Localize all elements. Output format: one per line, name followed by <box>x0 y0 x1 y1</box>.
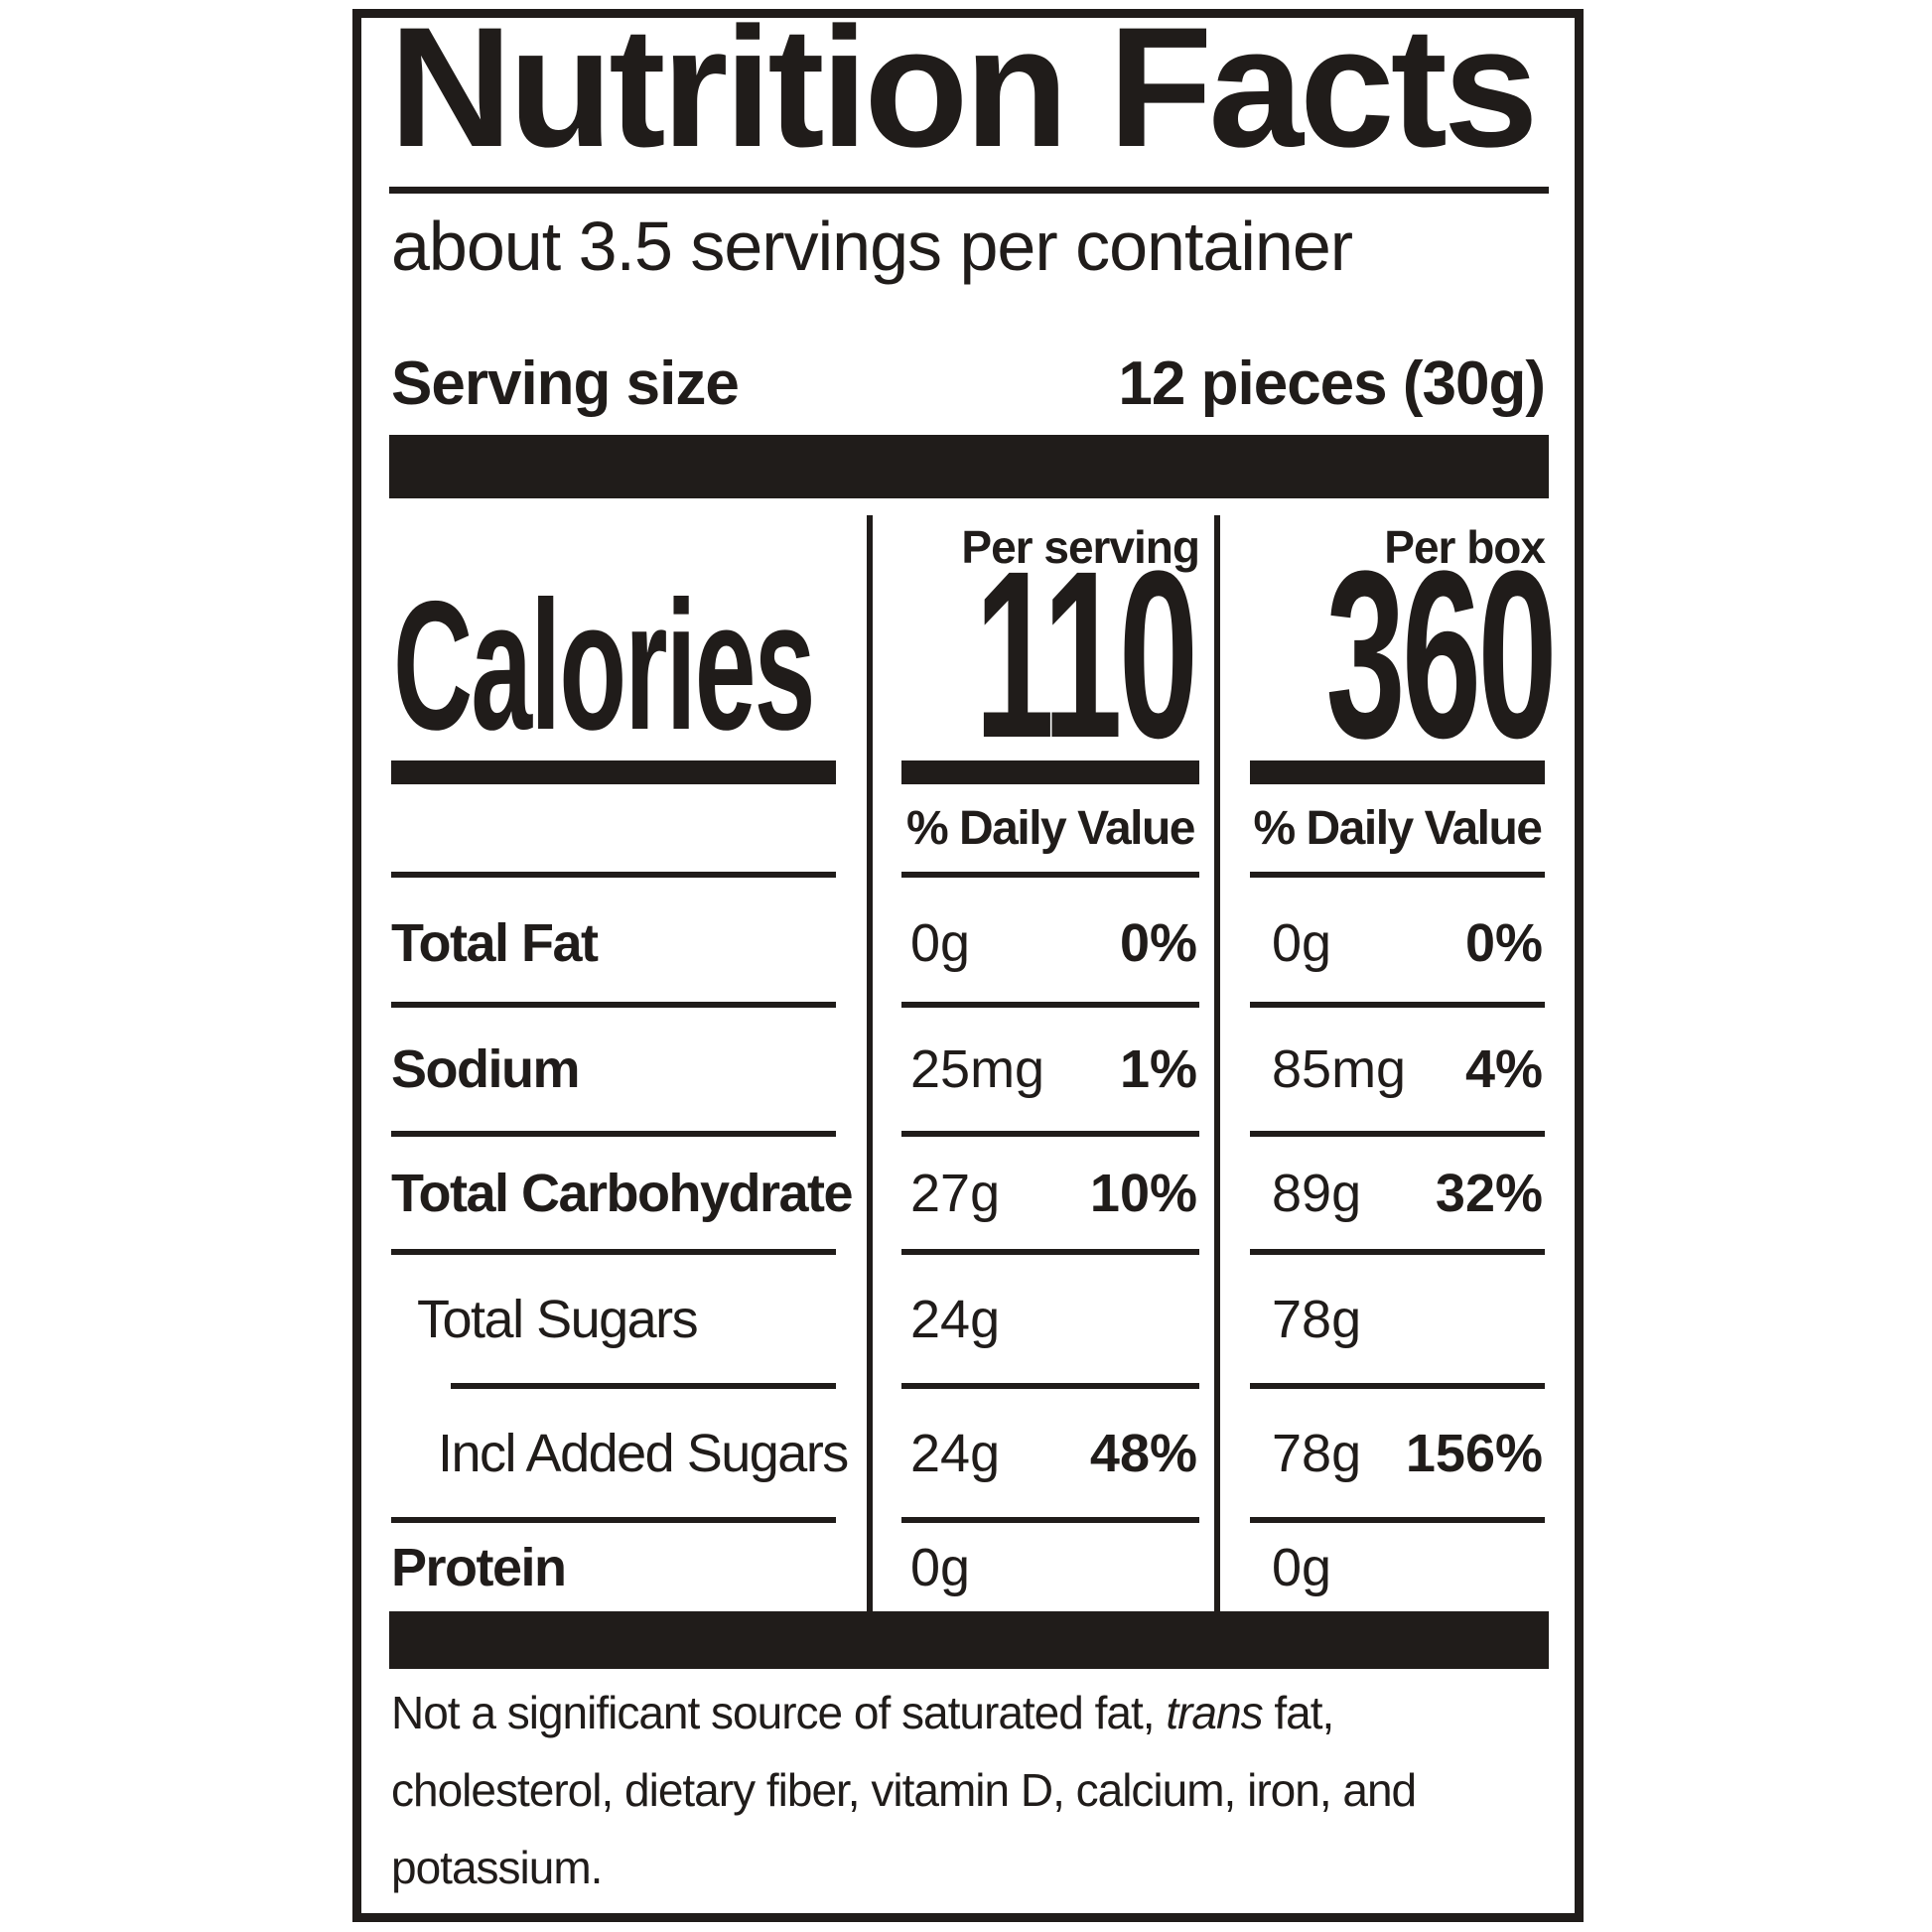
header-separator-bar <box>389 435 1549 498</box>
nutrient-name: Sodium <box>391 1039 581 1099</box>
nutrient-name: Incl Added Sugars <box>438 1423 849 1483</box>
separator-line <box>1250 1002 1545 1008</box>
footnote: Not a significant source of saturated fa… <box>391 1674 1553 1906</box>
per-serving-amount: 24g <box>910 1289 1001 1349</box>
separator-line <box>901 1383 1199 1389</box>
calories-per-box: 360 <box>1250 535 1557 773</box>
per-serving-dv: 1% <box>1119 1039 1197 1099</box>
per-box-header: Per box <box>1384 521 1546 573</box>
separator-line <box>901 1517 1199 1523</box>
separator-line <box>901 1249 1199 1255</box>
separator-line <box>391 1517 836 1523</box>
daily-value-header-serving: % Daily Value <box>906 802 1196 855</box>
nutrient-name: Protein <box>391 1537 567 1597</box>
nutrient-row-sodium: Sodium 25mg 1% 85mg 4% <box>361 1008 1575 1131</box>
nutrient-row-total-sugars: Total Sugars 24g 78g <box>361 1255 1575 1383</box>
calories-per-box-value: 360 <box>1325 521 1557 787</box>
daily-value-header-box: % Daily Value <box>1253 802 1544 855</box>
separator-line <box>901 1131 1199 1137</box>
footnote-line-2: cholesterol, dietary fiber, vitamin D, c… <box>391 1764 1417 1816</box>
calories-underline-right <box>1250 760 1545 784</box>
per-box-amount: 78g <box>1272 1423 1362 1483</box>
per-serving-amount: 27g <box>910 1163 1001 1223</box>
separator-line <box>1250 1383 1545 1389</box>
per-serving-dv: 48% <box>1089 1423 1197 1483</box>
separator-line-indented <box>451 1383 836 1389</box>
separator-line <box>391 1131 836 1137</box>
footnote-text: fat, <box>1262 1687 1334 1738</box>
footnote-line-3: potassium. <box>391 1842 603 1893</box>
separator-line <box>1250 1249 1545 1255</box>
nutrient-row-total-fat: Total Fat 0g 0% 0g 0% <box>361 884 1575 1002</box>
calories-label: Calories <box>393 564 815 768</box>
per-serving-amount: 0g <box>910 1537 971 1597</box>
nutrient-row-protein: Protein 0g 0g <box>361 1523 1575 1611</box>
per-box-amount: 89g <box>1272 1163 1362 1223</box>
column-divider-2 <box>1214 515 1220 1611</box>
per-box-dv: 156% <box>1405 1423 1543 1483</box>
calories-per-serving: 110 <box>901 521 1199 787</box>
per-serving-amount: 25mg <box>910 1039 1045 1099</box>
column-divider-1 <box>867 515 873 1611</box>
separator-line <box>391 1002 836 1008</box>
per-box-amount: 85mg <box>1272 1039 1407 1099</box>
per-serving-amount: 24g <box>910 1423 1001 1483</box>
label-title: Nutrition Facts <box>389 0 1539 183</box>
separator-line <box>901 1002 1199 1008</box>
per-serving-header: Per serving <box>961 521 1200 573</box>
footnote-line-1: Not a significant source of saturated fa… <box>391 1674 1553 1751</box>
footnote-separator-bar <box>389 1611 1549 1669</box>
per-box-amount: 78g <box>1272 1289 1362 1349</box>
calories-per-serving-value: 110 <box>974 521 1198 787</box>
per-box-dv: 4% <box>1464 1039 1543 1099</box>
separator-line <box>1250 1131 1545 1137</box>
separator-line <box>1250 872 1545 878</box>
footnote-trans-italic: trans <box>1166 1687 1263 1738</box>
per-serving-dv: 10% <box>1089 1163 1197 1223</box>
calories-underline-mid <box>901 760 1199 784</box>
nutrition-facts-label: Nutrition Facts about 3.5 servings per c… <box>352 0 1584 1922</box>
per-box-amount: 0g <box>1272 1537 1332 1597</box>
footnote-text: Not a significant source of saturated fa… <box>391 1687 1167 1738</box>
serving-size-row: Serving size 12 pieces (30g) <box>391 342 1546 425</box>
per-serving-amount: 0g <box>910 912 971 973</box>
nutrient-name: Total Sugars <box>417 1289 699 1349</box>
nutrient-row-incl-added-sugars: Incl Added Sugars 24g 48% 78g 156% <box>361 1389 1575 1517</box>
separator-line <box>391 1249 836 1255</box>
nutrient-name: Total Fat <box>391 912 599 973</box>
per-serving-dv: 0% <box>1119 912 1197 973</box>
nutrient-name: Total Carbohydrate <box>391 1163 854 1223</box>
separator-line <box>391 872 836 878</box>
separator-line <box>1250 1517 1545 1523</box>
servings-per-container: about 3.5 servings per container <box>391 207 1353 285</box>
per-box-dv: 0% <box>1464 912 1543 973</box>
separator-line <box>901 872 1199 878</box>
serving-size-value: 12 pieces (30g) <box>1118 348 1546 418</box>
serving-size-label: Serving size <box>391 348 740 418</box>
calories-underline-left <box>391 760 836 784</box>
per-box-dv: 32% <box>1435 1163 1543 1223</box>
per-box-amount: 0g <box>1272 912 1332 973</box>
nutrient-row-total-carbohydrate: Total Carbohydrate 27g 10% 89g 32% <box>361 1137 1575 1249</box>
title-underline <box>389 187 1549 194</box>
